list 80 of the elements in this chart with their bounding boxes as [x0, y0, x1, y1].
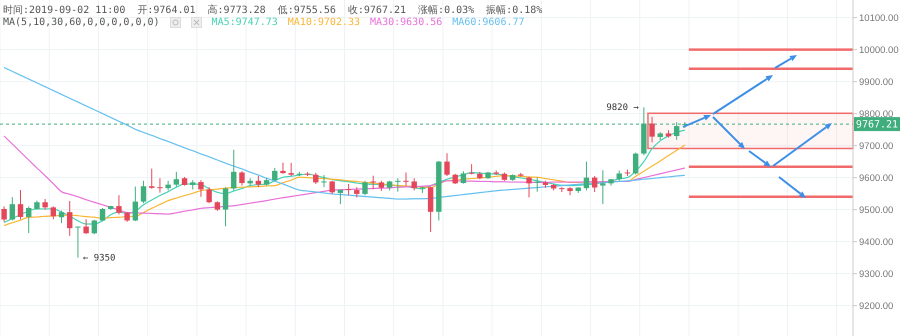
- candlestick: [124, 212, 130, 222]
- candlestick: [444, 152, 450, 176]
- annotation: 涨幅:0.03%: [418, 4, 474, 17]
- candlestick: [584, 161, 590, 191]
- candlestick: [116, 194, 122, 215]
- candlestick: [386, 180, 392, 191]
- candlestick: [338, 189, 344, 205]
- y-tick-label: 9700.00: [859, 141, 894, 152]
- candlestick: [26, 206, 32, 234]
- candlestick: [632, 152, 638, 175]
- candlestick: [370, 175, 376, 190]
- candlestick: [50, 206, 56, 220]
- annotation: ← 9350: [82, 254, 116, 264]
- candlestick: [346, 184, 352, 196]
- candlestick: [321, 174, 327, 188]
- candlestick: [206, 186, 212, 204]
- candlestick: [329, 180, 335, 195]
- y-tick-label: 9900.00: [859, 77, 894, 88]
- candlestick: [92, 219, 98, 235]
- candlestick: [313, 172, 318, 184]
- candlestick: [165, 180, 171, 191]
- candlestick: [214, 200, 220, 212]
- candlestick: [468, 164, 474, 175]
- line-series: [3, 66, 686, 200]
- candlestick: [354, 186, 360, 198]
- candlestick: [100, 208, 106, 222]
- candlestick: [600, 170, 606, 205]
- candlestick: [42, 198, 48, 210]
- candlestick: [83, 218, 89, 234]
- y-tick-label: 9600.00: [859, 173, 894, 184]
- candlestick: [75, 226, 81, 258]
- annotation: 9820 →: [606, 103, 640, 114]
- candlestick: [616, 170, 622, 182]
- candlestick: [534, 177, 540, 192]
- candlestick: [18, 190, 24, 220]
- y-tick-label: 9300.00: [859, 269, 894, 280]
- candlestick: [649, 116, 655, 143]
- y-tick-label: 9400.00: [859, 237, 894, 248]
- y-tick-label: 10100.00: [859, 13, 899, 24]
- text: MA60:9606.77: [452, 17, 525, 28]
- candlestick: [222, 186, 228, 227]
- annotation: 高:9773.28: [208, 4, 266, 17]
- annotation: 时间:2019-09-02 11:00: [3, 4, 126, 17]
- candlestick: [395, 178, 400, 192]
- candlestick: [403, 172, 409, 186]
- candlestick: [378, 180, 384, 192]
- candlestick: [174, 171, 180, 188]
- candlestick: [592, 176, 598, 192]
- candlestick: [157, 178, 163, 194]
- annotation: 低:9755.56: [278, 4, 336, 17]
- annotation: 振幅:0.18%: [486, 4, 542, 17]
- candlestick: [149, 168, 154, 190]
- candlestick: [198, 180, 204, 198]
- candlestick: [231, 149, 236, 191]
- candlestick: [132, 186, 138, 222]
- y-tick-label: 9200.00: [859, 301, 894, 312]
- candlestick: [67, 200, 72, 236]
- candlestick: [239, 170, 245, 186]
- candlestick: [288, 162, 294, 176]
- legend-title: MA(5,10,30,60,0,0,0,0,0,0): [3, 17, 160, 28]
- ref-line-label: 9767.21: [856, 120, 898, 131]
- annotation: 开:9764.01: [137, 4, 196, 17]
- candlestick: [190, 180, 196, 190]
- text: MA10:9702.33: [288, 17, 360, 28]
- y-tick-label: 10000.00: [859, 45, 899, 56]
- candlestick: [460, 170, 466, 184]
- candlestick: [58, 210, 64, 224]
- candlestick: [256, 176, 262, 188]
- candlestick: [452, 173, 458, 184]
- candlestick: [272, 168, 278, 182]
- candlestick: [526, 176, 532, 198]
- candlestick: [140, 180, 146, 204]
- text: MA5:9747.73: [212, 17, 278, 28]
- text: MA30:9630.56: [370, 17, 442, 28]
- y-tick-label: 9500.00: [859, 205, 894, 216]
- candlestick: [1, 206, 7, 222]
- annotation: 收:9767.21: [348, 4, 406, 17]
- candlestick: [10, 196, 16, 221]
- candlestick: [362, 180, 368, 196]
- candlestick: [411, 178, 417, 191]
